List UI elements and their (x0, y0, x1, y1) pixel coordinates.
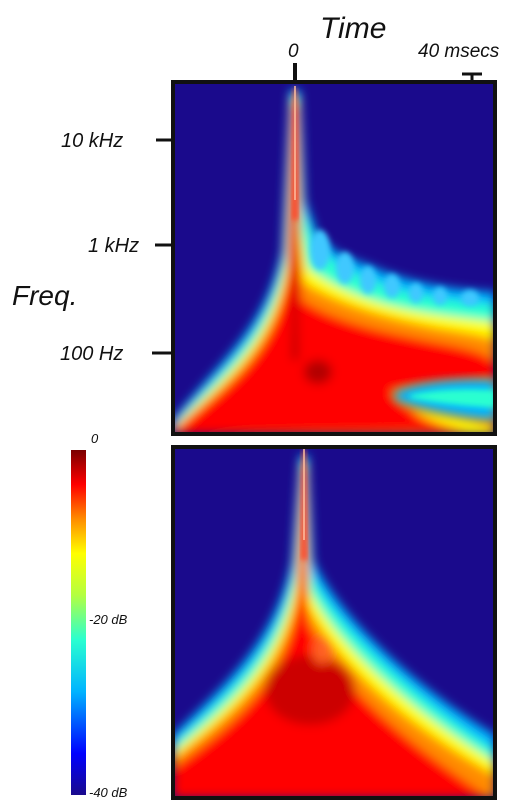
colorbar-label-0: 0 (91, 431, 99, 446)
freq-tick-label-1k: 1 kHz (88, 235, 139, 257)
colorbar-label-20: -20 dB (89, 612, 128, 627)
freq-tick-label-100: 100 Hz (60, 343, 123, 365)
time-axis-title: Time (320, 12, 386, 45)
time-tick-label-40: 40 msecs (418, 41, 500, 62)
colorbar-label-40: -40 dB (89, 785, 128, 800)
heatmap-panel-bottom (173, 447, 495, 798)
heatmap-panel-top (173, 82, 495, 434)
freq-tick-label-10k: 10 kHz (61, 130, 123, 152)
freq-axis-title: Freq. (12, 280, 77, 311)
colorbar (71, 450, 86, 795)
time-tick-label-0: 0 (288, 41, 299, 62)
